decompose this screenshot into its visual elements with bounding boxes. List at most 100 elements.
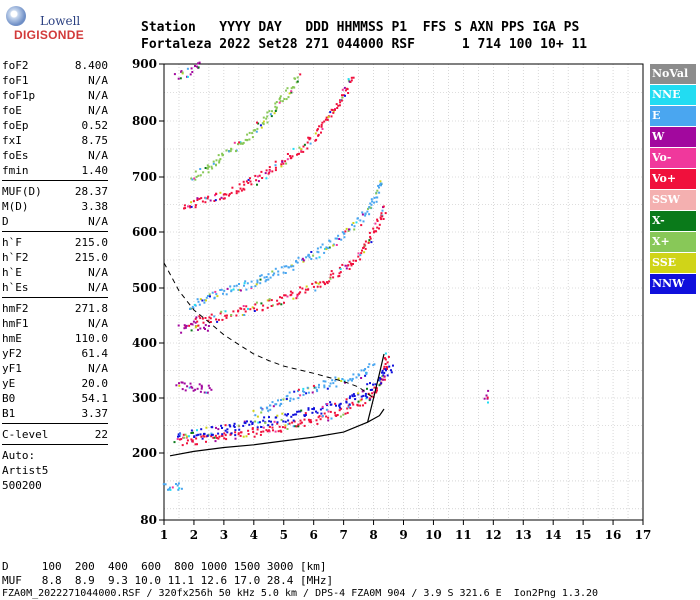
echo-point: [311, 282, 314, 285]
echo-point: [224, 310, 227, 313]
echo-point: [232, 424, 235, 427]
echo-point: [272, 429, 274, 432]
echo-point: [296, 76, 299, 79]
echo-point: [190, 67, 193, 70]
echo-point: [332, 382, 335, 385]
echo-point: [330, 403, 333, 406]
echo-point: [203, 432, 206, 435]
echo-point: [312, 285, 315, 288]
echo-point: [235, 150, 237, 153]
echo-point: [200, 384, 203, 387]
echo-point: [317, 416, 320, 419]
echo-point: [367, 366, 370, 368]
echo-point: [328, 239, 331, 242]
echo-point: [340, 99, 343, 102]
echo-point: [202, 171, 205, 174]
param-row: MUF(D) 28.37: [2, 184, 108, 199]
echo-point: [177, 77, 180, 80]
echo-point: [251, 306, 254, 309]
echo-point: [386, 366, 389, 369]
echo-point: [380, 212, 383, 215]
param-key: C-level: [2, 428, 49, 441]
echo-point: [205, 197, 207, 200]
echo-point: [243, 282, 246, 285]
echo-point: [175, 483, 177, 485]
echo-point: [213, 296, 216, 299]
echo-point: [343, 86, 346, 89]
echo-point: [332, 272, 335, 275]
echo-point: [375, 200, 378, 203]
echo-point: [323, 120, 326, 123]
echo-point: [281, 100, 284, 103]
echo-point: [191, 178, 194, 181]
echo-point: [259, 275, 262, 278]
echo-point: [381, 209, 384, 212]
echo-point: [303, 390, 306, 393]
param-row: hmF2 271.8: [2, 301, 108, 316]
echo-point: [190, 438, 193, 441]
echo-point: [319, 408, 322, 411]
echo-point: [260, 170, 263, 173]
echo-point: [363, 243, 366, 246]
echo-point: [364, 394, 367, 397]
echo-point: [269, 408, 272, 411]
echo-point: [289, 290, 292, 293]
echo-point: [343, 379, 346, 382]
echo-point: [341, 96, 344, 99]
echo-point: [224, 424, 227, 427]
echo-point: [284, 420, 287, 423]
echo-point: [318, 125, 321, 128]
echo-point: [304, 291, 307, 294]
x-tick-label: 16: [605, 528, 622, 542]
param-key: MUF(D): [2, 185, 42, 198]
echo-point: [280, 163, 283, 166]
echo-point: [221, 427, 223, 429]
echo-point: [341, 263, 344, 266]
x-tick-label: 17: [635, 528, 652, 542]
echo-point: [380, 382, 383, 385]
echo-point: [238, 141, 241, 144]
echo-point: [290, 293, 293, 296]
echo-point: [316, 285, 319, 288]
echo-point: [275, 403, 278, 406]
echo-point: [177, 482, 180, 485]
echo-point: [265, 276, 268, 278]
echo-point: [343, 232, 346, 235]
echo-point: [369, 206, 372, 209]
echo-point: [260, 407, 263, 409]
echo-point: [244, 422, 247, 425]
echo-point: [274, 102, 277, 105]
echo-point: [350, 76, 353, 79]
param-key: foEs: [2, 149, 29, 162]
echo-point: [279, 296, 281, 299]
echo-point: [311, 391, 314, 394]
echo-point: [374, 222, 377, 225]
param-row: D N/A: [2, 214, 108, 229]
echo-point: [384, 358, 387, 361]
y-tick-label: 80: [140, 513, 157, 527]
echo-point: [390, 369, 392, 372]
echo-point: [262, 120, 265, 123]
echo-point: [206, 434, 209, 437]
echo-point: [306, 386, 309, 389]
param-row: foF1 N/A: [2, 73, 108, 88]
echo-point: [206, 391, 209, 394]
echo-point: [320, 125, 323, 128]
echo-point: [262, 426, 265, 429]
echo-point: [296, 293, 299, 296]
echo-point: [344, 381, 346, 384]
echo-point: [374, 230, 377, 233]
echo-point: [273, 112, 276, 115]
echo-point: [318, 383, 320, 386]
echo-point: [222, 193, 225, 196]
param-row: h`Es N/A: [2, 280, 108, 295]
echo-point: [280, 266, 283, 269]
echo-point: [266, 430, 269, 433]
echo-point: [207, 325, 210, 327]
echo-point: [360, 252, 363, 255]
echo-point: [371, 200, 374, 203]
echo-point: [284, 272, 287, 274]
echo-point: [181, 381, 184, 384]
echo-point: [382, 218, 385, 220]
echo-point: [238, 283, 240, 285]
